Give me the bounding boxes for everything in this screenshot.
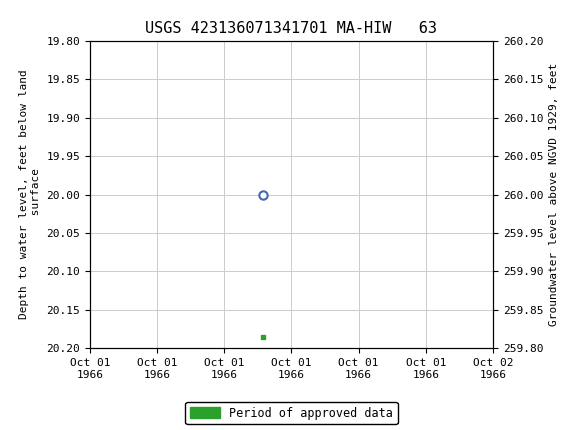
Y-axis label: Groundwater level above NGVD 1929, feet: Groundwater level above NGVD 1929, feet — [549, 63, 559, 326]
Y-axis label: Depth to water level, feet below land
 surface: Depth to water level, feet below land su… — [19, 70, 41, 319]
Text: ≡USGS: ≡USGS — [7, 5, 61, 23]
Title: USGS 423136071341701 MA-HIW   63: USGS 423136071341701 MA-HIW 63 — [146, 21, 437, 36]
Legend: Period of approved data: Period of approved data — [186, 402, 397, 424]
